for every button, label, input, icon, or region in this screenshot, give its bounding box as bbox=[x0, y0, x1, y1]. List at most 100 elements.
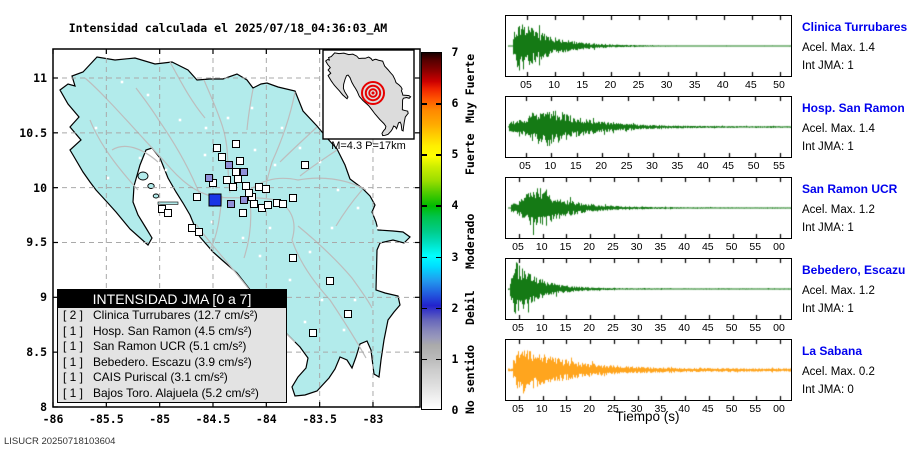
waveform-tick-label: 25 bbox=[620, 160, 633, 172]
waveform-tick-label: 45 bbox=[745, 79, 757, 91]
y-axis-tick-label: 8 bbox=[40, 399, 47, 414]
legend-entry-text: CAIS Puriscal (3.1 cm/s²) bbox=[93, 370, 228, 385]
intensity-jma: Int JMA: 1 bbox=[802, 222, 854, 234]
epicenter-icon bbox=[361, 81, 385, 105]
waveform-tick-label: 50 bbox=[725, 403, 738, 415]
waveform-tick-label: 50 bbox=[747, 160, 760, 172]
legend-intensity-badge: [ 1 ] bbox=[63, 385, 84, 400]
waveform-tick-label: 10 bbox=[535, 322, 548, 334]
station-marker bbox=[208, 193, 222, 207]
colorbar-tick-mark bbox=[422, 154, 427, 156]
colorbar-tick-label: 2 bbox=[451, 300, 459, 315]
waveform-tick-label: 15 bbox=[559, 403, 572, 415]
legend-entry: [ 1 ] San Ramon UCR (5.1 cm/s²) bbox=[58, 339, 286, 355]
waveform-tick-label: 20 bbox=[604, 79, 617, 91]
acceleration-max: Acel. Max. 1.2 bbox=[802, 204, 875, 216]
waveform-tick-label: 05 bbox=[512, 403, 524, 415]
legend-entry-text: Bebedero. Escazu (3.9 cm/s²) bbox=[93, 354, 252, 369]
station-marker bbox=[205, 174, 213, 182]
station-marker bbox=[227, 200, 235, 208]
waveform-box bbox=[505, 177, 792, 239]
station-marker bbox=[188, 224, 196, 232]
station-marker bbox=[232, 168, 240, 176]
waveform-tick-label: 30 bbox=[630, 403, 643, 415]
station-marker bbox=[250, 200, 258, 208]
time-axis-label: Tiempo (s) bbox=[615, 409, 680, 424]
station-name: Hosp. San Ramon bbox=[802, 101, 905, 115]
waveform-trace bbox=[506, 178, 791, 238]
waveform-box bbox=[505, 15, 792, 77]
waveform-tick-label: 10 bbox=[535, 241, 548, 253]
waveform-panel: 05 10 15 20 25 30 35 40 45 50 55 00 La Sabana Acel.… bbox=[505, 339, 910, 417]
waveform-tick-label: 50 bbox=[725, 322, 738, 334]
waveform-tick-label: 40 bbox=[678, 241, 690, 253]
colorbar-tick-mark bbox=[436, 103, 441, 105]
waveform-tick-label: 05 bbox=[520, 79, 532, 91]
colorbar-tick-mark bbox=[436, 154, 441, 156]
y-axis-tick-label: 9 bbox=[40, 290, 47, 305]
intensity-jma: Int JMA: 1 bbox=[802, 303, 854, 315]
station-marker bbox=[240, 196, 248, 204]
waveform-tick-label: 45 bbox=[722, 160, 735, 172]
colorbar-tick-mark bbox=[422, 205, 427, 207]
legend-intensity-badge: [ 1 ] bbox=[63, 370, 84, 385]
waveform-tick-label: 55 bbox=[749, 322, 762, 334]
intensity-jma: Int JMA: 1 bbox=[802, 60, 854, 72]
acceleration-max: Acel. Max. 1.4 bbox=[802, 123, 875, 135]
waveform-tick-label: 40 bbox=[678, 322, 690, 334]
colorbar-category-label: Muy Fuerte bbox=[463, 53, 477, 123]
waveform-tick-label: 30 bbox=[630, 322, 643, 334]
waveform-tick-label: 25 bbox=[607, 241, 619, 253]
station-name: Clinica Turrubares bbox=[802, 20, 908, 34]
waveform-tick-label: 25 bbox=[632, 79, 645, 91]
station-name: San Ramon UCR bbox=[802, 182, 898, 196]
x-axis-tick-label: -84 bbox=[255, 412, 277, 426]
inset-frame bbox=[322, 49, 415, 140]
acceleration-max: Acel. Max. 1.4 bbox=[802, 42, 875, 54]
waveform-tick-label: 35 bbox=[688, 79, 701, 91]
x-axis-tick-label: -83 bbox=[362, 412, 384, 426]
legend-entry: [ 1 ] Bajos Toro. Alajuela (5.2 cm/s²) bbox=[58, 386, 286, 402]
map-frame bbox=[52, 48, 421, 408]
waveform-tick-label: 15 bbox=[569, 160, 582, 172]
waveform-tick-label: 25 bbox=[607, 403, 619, 415]
colorbar-tick-mark bbox=[436, 256, 441, 259]
colorbar-tick-mark bbox=[422, 307, 427, 310]
station-marker bbox=[239, 209, 247, 217]
station-marker bbox=[289, 254, 297, 262]
station-marker bbox=[164, 209, 172, 217]
waveform-tick-label: 55 bbox=[749, 403, 762, 415]
station-marker bbox=[225, 161, 233, 169]
waveform-tick-label: 55 bbox=[749, 241, 762, 253]
station-marker bbox=[344, 310, 352, 318]
legend-entry-text: Bajos Toro. Alajuela (5.2 cm/s²) bbox=[93, 385, 259, 400]
station-marker bbox=[236, 157, 244, 165]
colorbar-tick-label: 0 bbox=[451, 403, 459, 417]
station-marker bbox=[240, 168, 248, 176]
legend-entry: [ 1 ] Hosp. San Ramon (4.5 cm/s²) bbox=[58, 324, 286, 340]
waveform-tick-label: 15 bbox=[576, 79, 589, 91]
intensity-jma: Int JMA: 1 bbox=[802, 141, 854, 153]
intensity-colorbar bbox=[421, 52, 442, 410]
waveform-tick-label: 35 bbox=[671, 160, 684, 172]
waveform-tick-label: 05 bbox=[512, 241, 524, 253]
waveform-tick-label: 20 bbox=[583, 403, 596, 415]
waveform-box bbox=[505, 96, 792, 158]
station-name: Bebedero, Escazu bbox=[802, 263, 906, 277]
colorbar-tick-mark bbox=[436, 205, 441, 207]
waveform-tick-label: 45 bbox=[701, 322, 714, 334]
legend-entry: [ 2 ] Clinica Turrubares (12.7 cm/s²) bbox=[58, 308, 286, 324]
colorbar-tick-mark bbox=[436, 307, 441, 310]
legend-entry: [ 1 ] Bebedero. Escazu (3.9 cm/s²) bbox=[58, 355, 286, 371]
legend-intensity-badge: [ 2 ] bbox=[63, 308, 84, 322]
waveform-trace bbox=[506, 340, 791, 400]
legend-intensity-badge: [ 1 ] bbox=[63, 323, 84, 338]
colorbar-tick-label: 7 bbox=[451, 45, 459, 60]
colorbar-tick-label: 6 bbox=[451, 96, 459, 111]
station-marker bbox=[213, 144, 221, 152]
waveform-tick-label: 15 bbox=[559, 322, 572, 334]
waveform-tick-label: 40 bbox=[696, 160, 709, 172]
station-markers bbox=[158, 140, 352, 337]
y-axis-tick-label: 9.5 bbox=[26, 235, 47, 250]
